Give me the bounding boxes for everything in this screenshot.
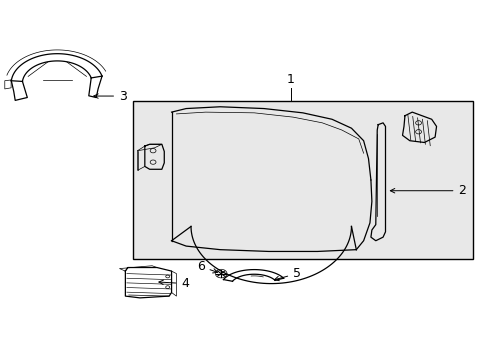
Text: 1: 1 <box>286 73 294 86</box>
Text: 2: 2 <box>389 184 466 197</box>
Text: 6: 6 <box>196 260 217 273</box>
Bar <box>132 102 472 258</box>
Text: 5: 5 <box>274 267 301 281</box>
Text: 4: 4 <box>159 277 189 290</box>
Text: 3: 3 <box>94 90 127 103</box>
